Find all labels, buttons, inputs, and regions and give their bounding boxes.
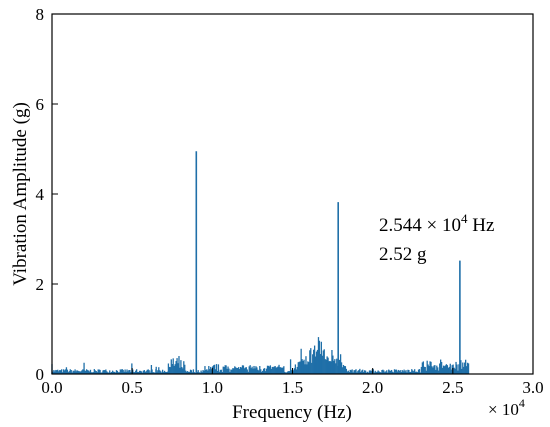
y-tick-label: 8 — [36, 5, 45, 24]
y-tick-label: 0 — [36, 365, 45, 384]
x-tick-label: 1.5 — [282, 378, 303, 397]
x-tick-label: 2.0 — [362, 378, 383, 397]
x-axis-multiplier: × 104 — [488, 396, 525, 419]
y-axis-title: Vibration Amplitude (g) — [10, 102, 31, 286]
x-axis-title: Frequency (Hz) — [232, 402, 352, 423]
y-tick-label: 2 — [36, 275, 45, 294]
spectrum-series — [51, 151, 470, 374]
x-tick-label: 2.5 — [442, 378, 463, 397]
peak-annotation-amplitude: 2.52 g — [379, 244, 427, 265]
peak-annotation-frequency: 2.544 × 104 Hz — [379, 211, 494, 236]
x-tick-label: 3.0 — [522, 378, 543, 397]
plot-frame — [51, 13, 534, 375]
y-tick-label: 4 — [36, 185, 45, 204]
axes: 0.0 0.5 1.0 1.5 2.0 2.5 3.0 0 2 4 6 8 — [36, 5, 544, 397]
x-tick-label: 0.5 — [122, 378, 143, 397]
y-tick-label: 6 — [36, 95, 45, 114]
x-tick-label: 0.0 — [41, 378, 62, 397]
x-tick-label: 1.0 — [202, 378, 223, 397]
